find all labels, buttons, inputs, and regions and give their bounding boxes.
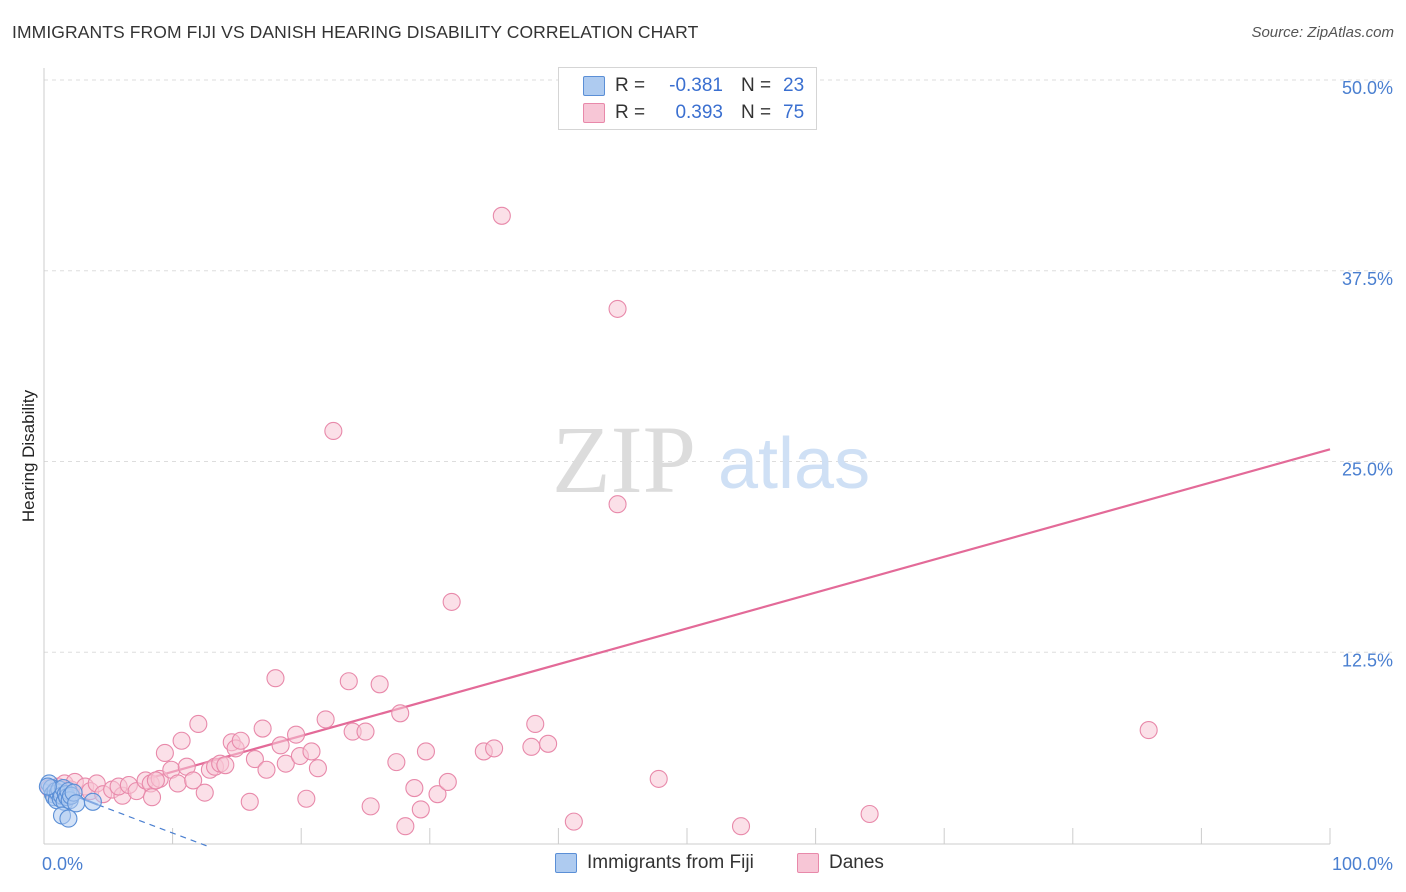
- legend-swatch-fiji: [583, 76, 605, 96]
- legend-label-fiji: Immigrants from Fiji: [587, 852, 754, 873]
- danes-point: [438, 772, 457, 792]
- danes-point: [539, 734, 558, 753]
- y-tick-label: 12.5%: [1342, 650, 1393, 670]
- danes-point: [168, 774, 187, 793]
- danes-point: [184, 771, 203, 790]
- danes-point: [492, 206, 511, 225]
- legend-item-fiji[interactable]: Immigrants from Fiji: [555, 852, 754, 874]
- danes-point: [257, 760, 276, 779]
- danes-point: [526, 714, 545, 734]
- danes-point: [608, 299, 627, 318]
- danes-point: [231, 731, 250, 750]
- x-tick-label-min: 0.0%: [42, 854, 83, 874]
- danes-point: [172, 731, 191, 750]
- r-label: R =: [615, 75, 646, 96]
- danes-point: [428, 785, 447, 804]
- legend-item-danes[interactable]: Danes: [797, 852, 884, 874]
- trend-line-fiji-dashed: [97, 804, 212, 849]
- legend-swatch-danes: [583, 103, 605, 123]
- fiji-point: [38, 777, 57, 796]
- danes-point: [391, 704, 410, 723]
- danes-point: [387, 753, 406, 772]
- legend-series: Immigrants from Fiji Danes: [0, 852, 1406, 878]
- y-tick-label: 37.5%: [1342, 269, 1393, 289]
- watermark-zip: ZIP: [552, 406, 696, 513]
- y-axis-label: Hearing Disability: [19, 389, 38, 522]
- danes-point: [146, 771, 165, 790]
- fiji-point: [59, 809, 78, 828]
- danes-point: [189, 714, 208, 734]
- x-tick-label-max: 100.0%: [1332, 854, 1393, 874]
- legend-stats: R = -0.381 N = 23 R = 0.393 N = 75: [558, 67, 817, 130]
- danes-point: [608, 495, 627, 514]
- grid-layer: [44, 79, 1393, 653]
- trend-line-danes: [146, 448, 1331, 780]
- danes-point: [405, 779, 424, 798]
- n-value: 23: [783, 75, 805, 96]
- r-value: -0.381: [669, 75, 723, 96]
- danes-point: [564, 812, 583, 831]
- danes-point: [485, 739, 504, 758]
- axis-layer: [43, 68, 1331, 845]
- danes-point: [649, 769, 668, 788]
- danes-point: [287, 725, 306, 744]
- danes-point: [324, 421, 343, 441]
- points-layer: [38, 206, 1158, 836]
- chart-title: IMMIGRANTS FROM FIJI VS DANISH HEARING D…: [12, 22, 699, 42]
- y-tick-labels: 12.5% 25.0% 37.5% 50.0%: [1342, 78, 1393, 670]
- danes-point: [860, 804, 879, 824]
- danes-point: [522, 737, 541, 756]
- danes-point: [276, 754, 295, 773]
- danes-point: [396, 817, 415, 836]
- danes-point: [411, 800, 430, 819]
- danes-point: [339, 672, 358, 691]
- danes-point: [271, 736, 290, 755]
- danes-point: [240, 792, 259, 811]
- source-label: Source: ZipAtlas.com: [1251, 24, 1394, 41]
- n-label: N =: [741, 75, 772, 96]
- n-label: N =: [741, 102, 772, 123]
- danes-point: [316, 710, 335, 729]
- fiji-point: [67, 794, 86, 813]
- danes-point: [195, 783, 214, 802]
- danes-point: [370, 675, 389, 694]
- danes-point: [253, 719, 272, 738]
- danes-point: [155, 743, 174, 763]
- watermark: ZIP atlas: [552, 406, 870, 513]
- danes-point: [245, 750, 264, 769]
- y-tick-label: 50.0%: [1342, 78, 1393, 98]
- legend-stats-row-danes: R = 0.393 N = 75: [583, 100, 804, 126]
- legend-swatch-fiji: [555, 853, 577, 873]
- legend-stats-row-fiji: R = -0.381 N = 23: [583, 73, 804, 99]
- danes-point: [297, 789, 316, 808]
- danes-point: [731, 817, 751, 836]
- r-value: 0.393: [675, 102, 723, 123]
- danes-point: [142, 788, 162, 807]
- watermark-atlas: atlas: [718, 424, 870, 504]
- legend-label-danes: Danes: [829, 852, 884, 873]
- danes-point: [1139, 721, 1158, 740]
- y-tick-label: 25.0%: [1342, 460, 1393, 480]
- danes-point: [356, 722, 375, 741]
- legend-swatch-danes: [797, 853, 819, 873]
- danes-point: [442, 592, 461, 611]
- danes-point: [216, 756, 235, 775]
- n-value: 75: [783, 102, 805, 123]
- fiji-point: [83, 792, 102, 811]
- danes-point: [266, 669, 285, 688]
- danes-point: [361, 797, 380, 816]
- danes-point: [416, 742, 435, 761]
- danes-point: [302, 742, 321, 761]
- r-label: R =: [615, 102, 646, 123]
- danes-point: [308, 759, 327, 778]
